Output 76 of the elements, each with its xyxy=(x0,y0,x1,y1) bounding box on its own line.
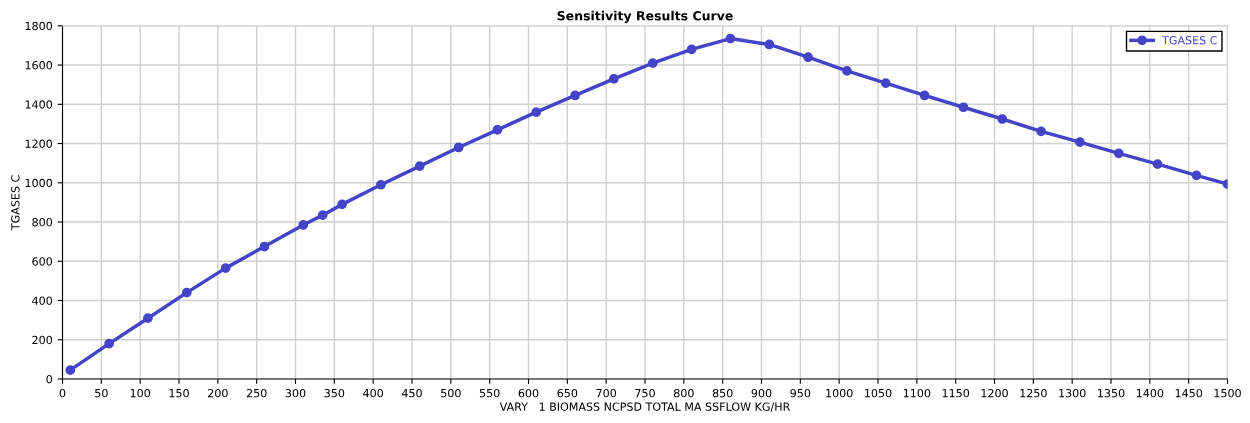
x-tick-label: 250 xyxy=(246,388,267,398)
x-tick-label: 1450 xyxy=(1175,388,1203,398)
x-tick-label: 500 xyxy=(441,388,461,398)
point xyxy=(259,241,270,252)
point xyxy=(1113,148,1124,159)
point xyxy=(842,66,852,76)
x-tick-label: 1200 xyxy=(981,388,1008,398)
x-tick-label: 1300 xyxy=(1059,388,1086,398)
x-tick-label: 0 xyxy=(59,388,66,398)
point xyxy=(104,338,114,349)
x-tick-label: 600 xyxy=(518,388,539,398)
y-tick-label: 0 xyxy=(46,374,53,384)
chart-title: Sensitivity Results Curve xyxy=(557,10,733,23)
x-tick-label: 650 xyxy=(557,388,578,398)
y-tick-label: 1800 xyxy=(25,21,53,31)
point xyxy=(220,263,231,274)
x-tick-label: 850 xyxy=(712,388,733,398)
y-tick-label: 1200 xyxy=(25,139,53,148)
x-tick-label: 750 xyxy=(635,388,655,398)
y-tick-label: 400 xyxy=(32,296,53,305)
y-axis-title: TGASES C xyxy=(11,175,20,231)
point xyxy=(1036,126,1046,137)
x-tick-label: 100 xyxy=(130,388,151,398)
x-tick-label: 1000 xyxy=(826,388,853,398)
legend-label: TGASES C xyxy=(1162,36,1217,45)
x-axis-title: VARY 1 BIOMASS NCPSD TOTAL MA SSFLOW KG/HR xyxy=(499,402,790,412)
point xyxy=(919,90,930,101)
point xyxy=(1191,170,1202,181)
point xyxy=(880,78,891,88)
point xyxy=(609,73,619,84)
x-tick-label: 1350 xyxy=(1098,388,1125,398)
point xyxy=(958,102,969,113)
point xyxy=(570,90,580,101)
y-tick-label: 1400 xyxy=(25,100,53,109)
point xyxy=(725,33,736,44)
point xyxy=(492,124,503,135)
x-tick-label: 50 xyxy=(95,388,108,398)
x-tick-label: 200 xyxy=(208,388,228,398)
x-tick-label: 450 xyxy=(401,388,422,398)
x-tick-label: 550 xyxy=(479,388,500,398)
point xyxy=(298,220,309,230)
point xyxy=(1152,159,1163,170)
x-tick-label: 700 xyxy=(596,388,617,398)
point xyxy=(181,287,192,298)
point xyxy=(647,58,658,68)
point xyxy=(376,179,386,190)
point xyxy=(764,39,775,50)
x-tick-label: 400 xyxy=(363,388,384,398)
point xyxy=(686,44,697,55)
x-tick-label: 1100 xyxy=(903,388,931,398)
x-tick-label: 1050 xyxy=(865,388,892,398)
x-tick-label: 350 xyxy=(324,388,345,398)
point xyxy=(414,161,425,171)
y-tick-label: 600 xyxy=(32,257,53,266)
x-tick-label: 950 xyxy=(790,388,811,398)
x-tick-label: 900 xyxy=(751,388,772,398)
point xyxy=(997,114,1008,124)
point xyxy=(803,52,813,63)
x-tick-label: 1500 xyxy=(1214,388,1241,398)
point xyxy=(317,210,328,221)
point xyxy=(337,199,347,210)
y-tick-label: 800 xyxy=(32,218,53,227)
x-tick-label: 150 xyxy=(169,388,189,398)
y-tick-label: 200 xyxy=(32,335,53,345)
point xyxy=(453,142,464,153)
x-tick-label: 1400 xyxy=(1136,388,1164,398)
y-tick-label: 1600 xyxy=(25,61,53,70)
x-tick-label: 1250 xyxy=(1020,388,1047,398)
point xyxy=(1075,137,1085,148)
point xyxy=(65,365,76,376)
y-tick-label: 1000 xyxy=(25,178,53,188)
point xyxy=(531,107,542,118)
x-tick-label: 300 xyxy=(285,388,306,398)
point xyxy=(143,313,153,324)
x-tick-label: 800 xyxy=(673,388,694,398)
x-tick-label: 1150 xyxy=(942,388,970,398)
